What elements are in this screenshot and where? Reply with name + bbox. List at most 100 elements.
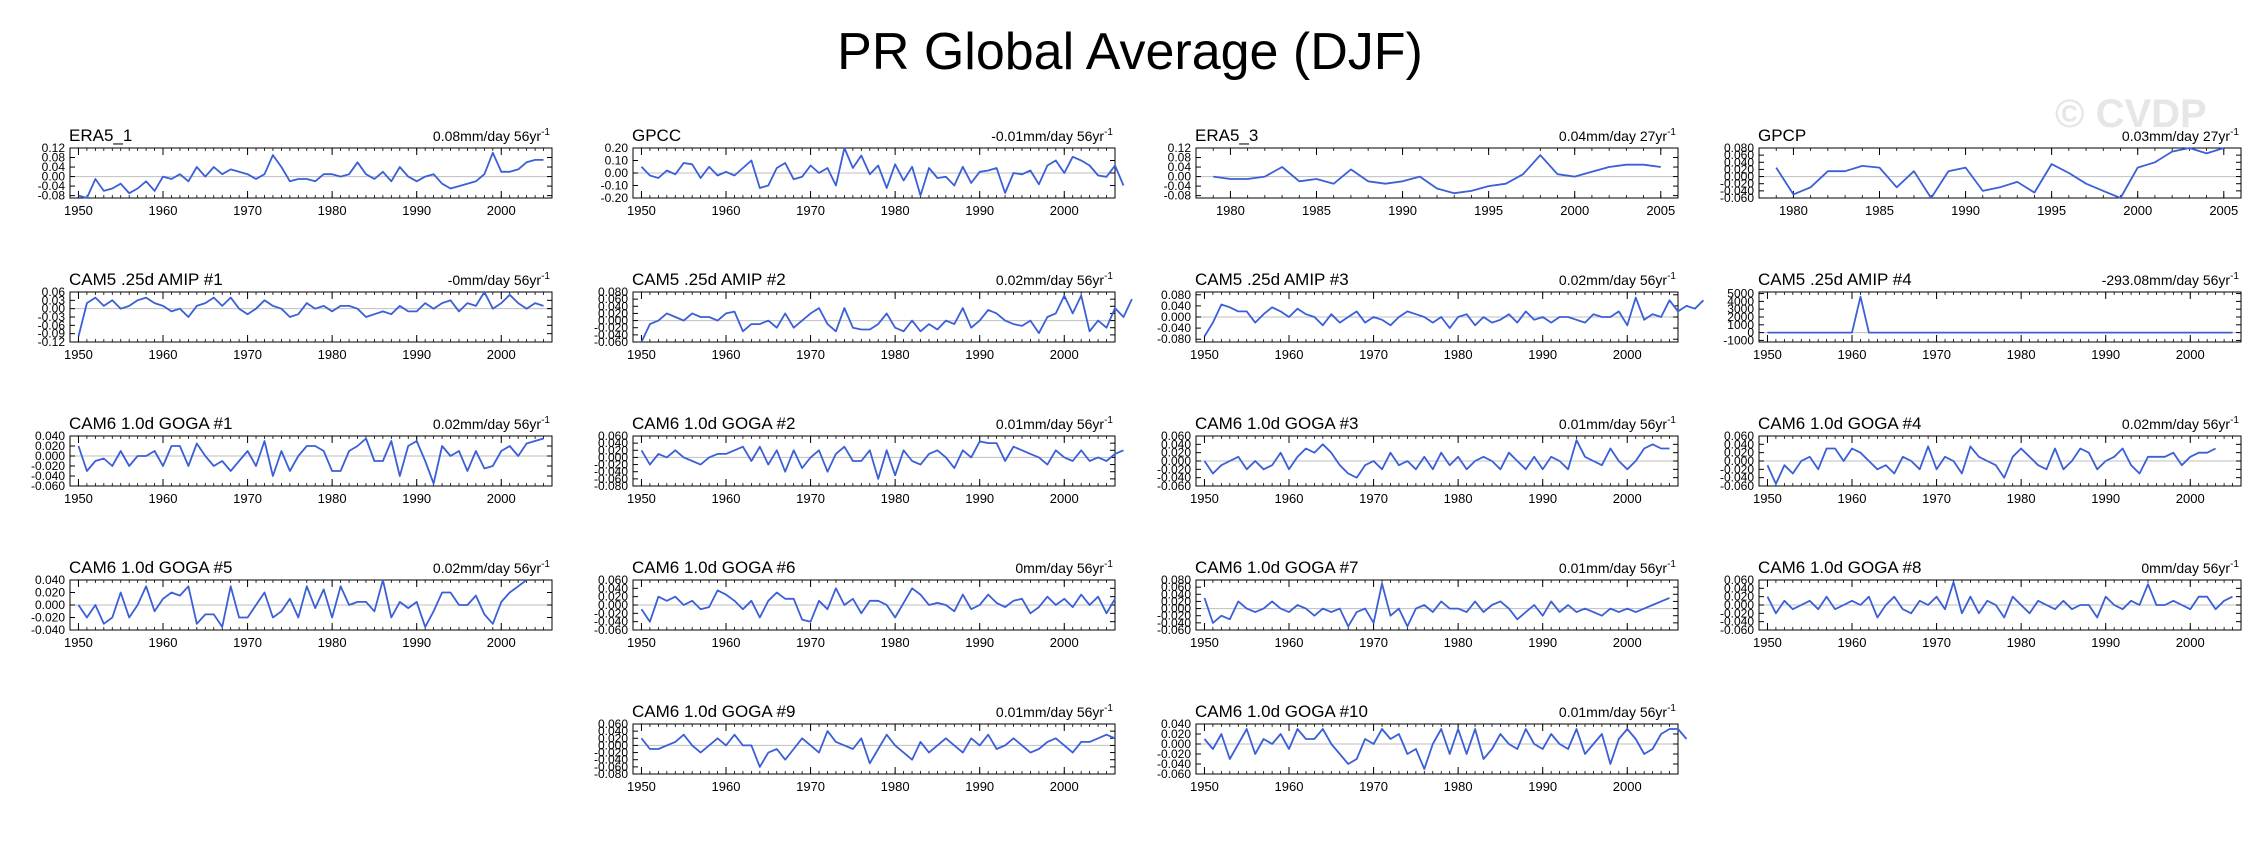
trend-value: 0.02mm/day 56yr [433,416,541,432]
y-tick-label: 0.20 [605,141,629,155]
y-tick-label: 0.080 [1161,288,1191,302]
y-tick-label: -0.060 [1720,623,1754,637]
x-tick-label: 1990 [402,491,431,506]
x-tick-label: 1980 [1444,347,1473,362]
x-tick-label: 1980 [1216,203,1245,218]
trend-value: 0.01mm/day 56yr [996,704,1104,720]
panel-title: CAM5 .25d AMIP #3 [1195,270,1349,289]
y-tick-label: -0.040 [594,615,628,629]
panel-title: ERA5_1 [69,126,132,145]
panel-title: CAM6 1.0d GOGA #10 [1195,702,1368,721]
x-tick-label: 1985 [1302,203,1331,218]
x-tick-label: 1950 [627,635,656,650]
panel-2: 1980 1985 1990 1995 2000 2005 0.120.080.040.00… [1164,126,1679,218]
x-tick-label: 2005 [2209,203,2238,218]
x-tick-label: 1950 [1190,779,1219,794]
y-tick-label: -0.060 [594,623,628,637]
y-tick-label: -0.020 [1720,462,1754,476]
panel-title: ERA5_3 [1195,126,1258,145]
x-tick-label: 2000 [1613,779,1642,794]
trend-label: 0.02mm/day 56yr-1 [2122,415,2240,432]
x-tick-label: 1990 [402,203,431,218]
y-tick-label: -0.08 [38,189,66,203]
x-tick-label: 1980 [881,635,910,650]
x-tick-label: 1950 [1190,635,1219,650]
y-tick-label: 0.040 [1724,437,1754,451]
y-tick-label: 0.040 [1161,437,1191,451]
plot-frame [1195,579,1679,631]
panel-12: 1950 1960 1970 1980 1990 20000.0400.0200.000-… [31,558,553,650]
y-tick-label: 0.00 [42,302,66,316]
x-tick-label: 1970 [233,203,262,218]
panel-title: CAM6 1.0d GOGA #3 [1195,414,1358,433]
y-tick-label: 0.00 [1168,170,1192,184]
page-title: PR Global Average (DJF) [837,23,1423,81]
trend-superscript: -1 [541,127,550,138]
series-line [78,151,544,199]
trend-superscript: -1 [1104,703,1113,714]
x-tick-label: 1980 [1444,779,1473,794]
x-tick-label: 1950 [64,491,93,506]
y-tick-label: 0.040 [1161,299,1191,313]
panel-10: 1950 1960 1970 1980 1990 20000.0600.0400.0200… [1157,414,1679,506]
y-tick-label: -0.040 [31,469,65,483]
x-tick-label: 1960 [1275,347,1304,362]
series-line [1203,439,1670,479]
y-tick-label: -0.09 [38,327,66,341]
y-tick-label: -0.20 [601,191,629,205]
panel-7: 1950 1960 1970 1980 1990 20005000400030002000… [1723,270,2242,362]
series-line [1203,296,1705,337]
series-line [1203,582,1670,628]
y-tick-label: -0.020 [594,606,628,620]
x-tick-label: 2000 [1050,347,1079,362]
y-tick-label: -0.060 [594,760,628,774]
x-tick-label: 1990 [965,491,994,506]
x-tick-label: 1990 [965,203,994,218]
y-tick-label: 0.020 [1161,727,1191,741]
x-tick-label: 1970 [796,635,825,650]
y-tick-label: 0.000 [598,738,628,752]
x-tick-label: 1985 [1865,203,1894,218]
trend-superscript: -1 [1104,271,1113,282]
x-tick-label: 1980 [2007,635,2036,650]
panel-title: CAM6 1.0d GOGA #4 [1758,414,1921,433]
y-tick-label: -0.060 [1157,623,1191,637]
y-tick-label: 0.080 [1724,141,1754,155]
y-tick-label: 0.020 [35,439,65,453]
panel-11: 1950 1960 1970 1980 1990 20000.0600.0400.0200… [1720,414,2242,506]
y-tick-label: 0.000 [1724,454,1754,468]
trend-label: 0mm/day 56yr-1 [1015,559,1113,576]
x-tick-label: 1960 [712,779,741,794]
y-tick-label: 0.000 [598,450,628,464]
trend-label: -0mm/day 56yr-1 [448,271,551,288]
x-tick-label: 1970 [233,635,262,650]
y-tick-label: -0.060 [1720,191,1754,205]
y-tick-label: -0.040 [594,328,628,342]
y-tick-label: -0.060 [594,335,628,349]
y-tick-label: 0.060 [598,292,628,306]
y-tick-label: -0.060 [1720,479,1754,493]
plot-frame [1758,147,2242,199]
y-tick-label: 0.000 [598,314,628,328]
trend-value: -0mm/day 56yr [448,272,542,288]
y-tick-label: -0.08 [1164,189,1192,203]
x-tick-label: 1970 [796,203,825,218]
y-tick-label: 0.040 [35,429,65,443]
x-tick-label: 1980 [318,635,347,650]
y-tick-label: 0.060 [598,429,628,443]
trend-label: 0.01mm/day 56yr-1 [1559,703,1677,720]
panel-title: GPCP [1758,126,1806,145]
panel-title: GPCC [632,126,681,145]
x-tick-label: 1980 [1444,635,1473,650]
y-tick-label: 3000 [1727,302,1754,316]
y-tick-label: 0.040 [1724,155,1754,169]
y-tick-label: 0.020 [35,586,65,600]
x-tick-label: 2000 [487,203,516,218]
panel-title: CAM6 1.0d GOGA #8 [1758,558,1921,577]
panel-6: 1950 1960 1970 1980 1990 20000.0800.0400.000-… [1157,270,1705,362]
y-tick-label: -0.040 [594,753,628,767]
x-tick-label: 1970 [1359,347,1388,362]
x-tick-label: 1950 [627,347,656,362]
trend-value: 0.01mm/day 56yr [996,416,1104,432]
trend-superscript: -1 [1104,559,1113,570]
